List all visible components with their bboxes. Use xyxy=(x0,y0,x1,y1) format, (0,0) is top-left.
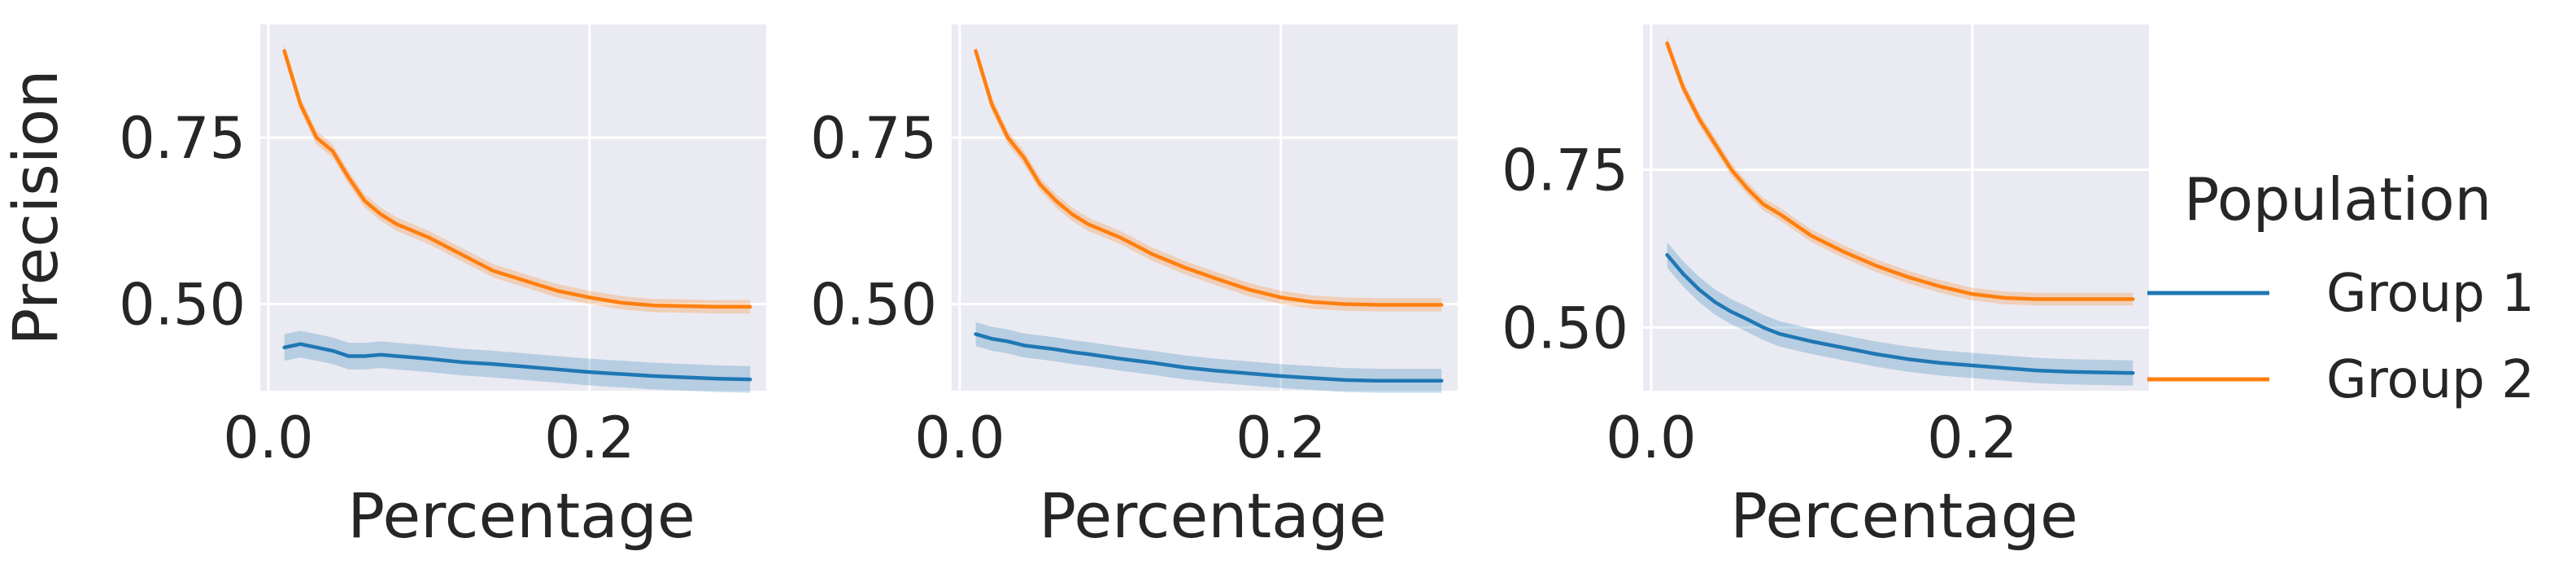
y-tick-label: 0.50 xyxy=(119,272,246,339)
plot-area xyxy=(260,24,766,391)
legend: Population Group 1 Group 2 xyxy=(2147,165,2535,410)
series-line-group-1 xyxy=(1665,252,2135,375)
series-line-group-2 xyxy=(974,49,1444,307)
plot-area xyxy=(952,24,1458,391)
subplot-3: 0.0 0.2 0.50 0.75 Percentage xyxy=(1502,24,2149,552)
y-tick-label: 0.50 xyxy=(810,272,937,339)
y-tick-label: 0.50 xyxy=(1502,295,1628,361)
x-tick-label: 0.0 xyxy=(223,405,313,471)
x-axis-label: Percentage xyxy=(1730,479,2078,552)
y-tick-label: 0.75 xyxy=(119,105,246,172)
x-axis-label: Percentage xyxy=(1039,479,1387,552)
legend-title: Population xyxy=(2184,165,2491,234)
x-axis-label: Percentage xyxy=(347,479,695,552)
x-tick-label: 0.0 xyxy=(1606,405,1696,471)
y-tick-label: 0.75 xyxy=(810,105,937,172)
y-axis-label: Precision xyxy=(0,69,72,345)
subplot-1: 0.0 0.2 0.50 0.75 Percentage Precision xyxy=(0,24,766,552)
x-tick-label: 0.0 xyxy=(914,405,1005,471)
confidence-band-1 xyxy=(975,322,1442,393)
x-tick-label: 0.2 xyxy=(1927,405,2017,471)
series-line-group-2 xyxy=(282,49,752,309)
legend-label-group-1: Group 1 xyxy=(2326,264,2535,324)
series-line-group-2 xyxy=(1665,42,2135,301)
subplot-2: 0.0 0.2 0.50 0.75 Percentage xyxy=(810,24,1458,552)
confidence-band-1 xyxy=(284,330,751,393)
series-line-group-1 xyxy=(974,332,1444,383)
x-tick-label: 0.2 xyxy=(1236,405,1326,471)
plot-area xyxy=(1643,24,2149,391)
x-tick-label: 0.2 xyxy=(544,405,634,471)
y-tick-label: 0.75 xyxy=(1502,137,1628,203)
legend-label-group-2: Group 2 xyxy=(2326,350,2535,410)
series-line-group-1 xyxy=(282,342,752,382)
